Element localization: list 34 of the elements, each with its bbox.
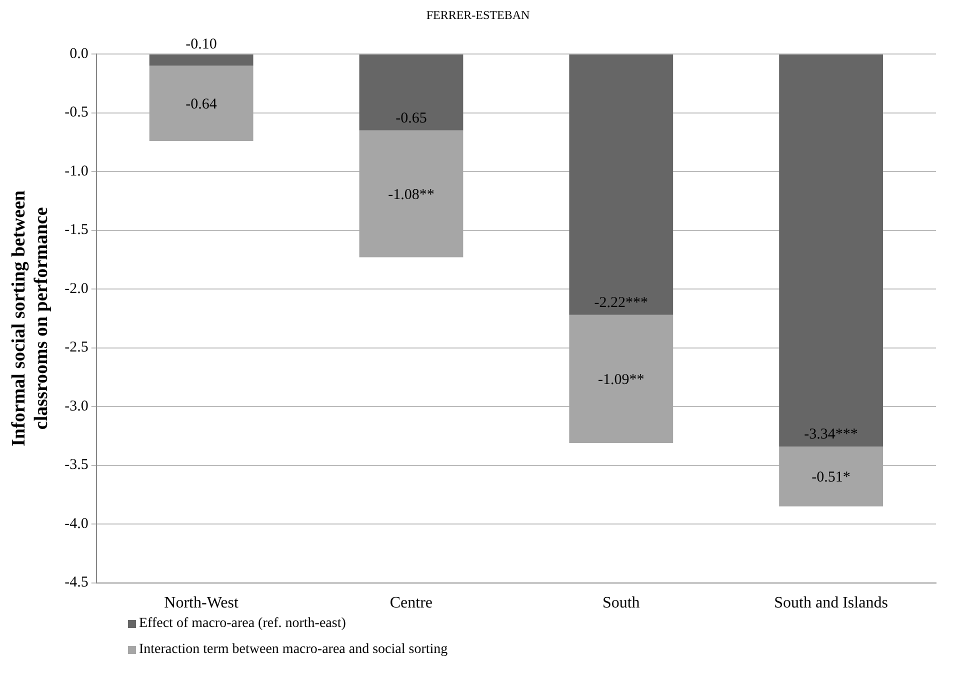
bar [569, 314, 674, 443]
data-label: -1.08** [388, 186, 434, 203]
data-label: -0.10 [186, 36, 217, 52]
data-label: -0.64 [186, 96, 218, 112]
text: FERRER-ESTEBAN [425, 7, 531, 24]
y-tick-label: -3.0 [64, 398, 88, 414]
y-tick-label: -1.5 [64, 222, 88, 238]
data-label: -1.09** [598, 372, 644, 388]
data-label: -0.51* [812, 469, 850, 486]
data-label: -3.34*** [804, 426, 858, 442]
y-tick-label: -0.5 [64, 104, 88, 121]
data-label: -2.22*** [594, 294, 648, 311]
x-tick-label: South and Islands [774, 594, 888, 612]
bar [359, 130, 464, 258]
legend-label: Effect of macro-area (ref. north-east) [139, 616, 346, 632]
bar [569, 54, 674, 315]
y-tick-label: 0.0 [70, 46, 88, 62]
bar [149, 54, 254, 66]
y-tick-label: -4.5 [64, 574, 88, 591]
y-tick-label: -3.5 [64, 457, 88, 474]
y-tick-label: -2.0 [64, 280, 88, 297]
x-tick-label: South [602, 594, 640, 612]
y-tick-label: -2.5 [64, 340, 88, 356]
bar [149, 66, 254, 141]
data-label: -0.65 [396, 110, 427, 126]
x-tick-label: North-West [164, 594, 239, 612]
x-tick-label: Centre [390, 594, 433, 612]
bar [359, 54, 464, 130]
y-tick-label: -1.0 [64, 163, 88, 180]
legend-label: Interaction term between macro-area and social sorting [139, 642, 448, 658]
bar [779, 54, 883, 446]
y-tick-label: -4.0 [64, 516, 88, 532]
y-axis-title: Informal social sorting between classrooms on performance [8, 190, 52, 446]
bar [779, 446, 883, 506]
